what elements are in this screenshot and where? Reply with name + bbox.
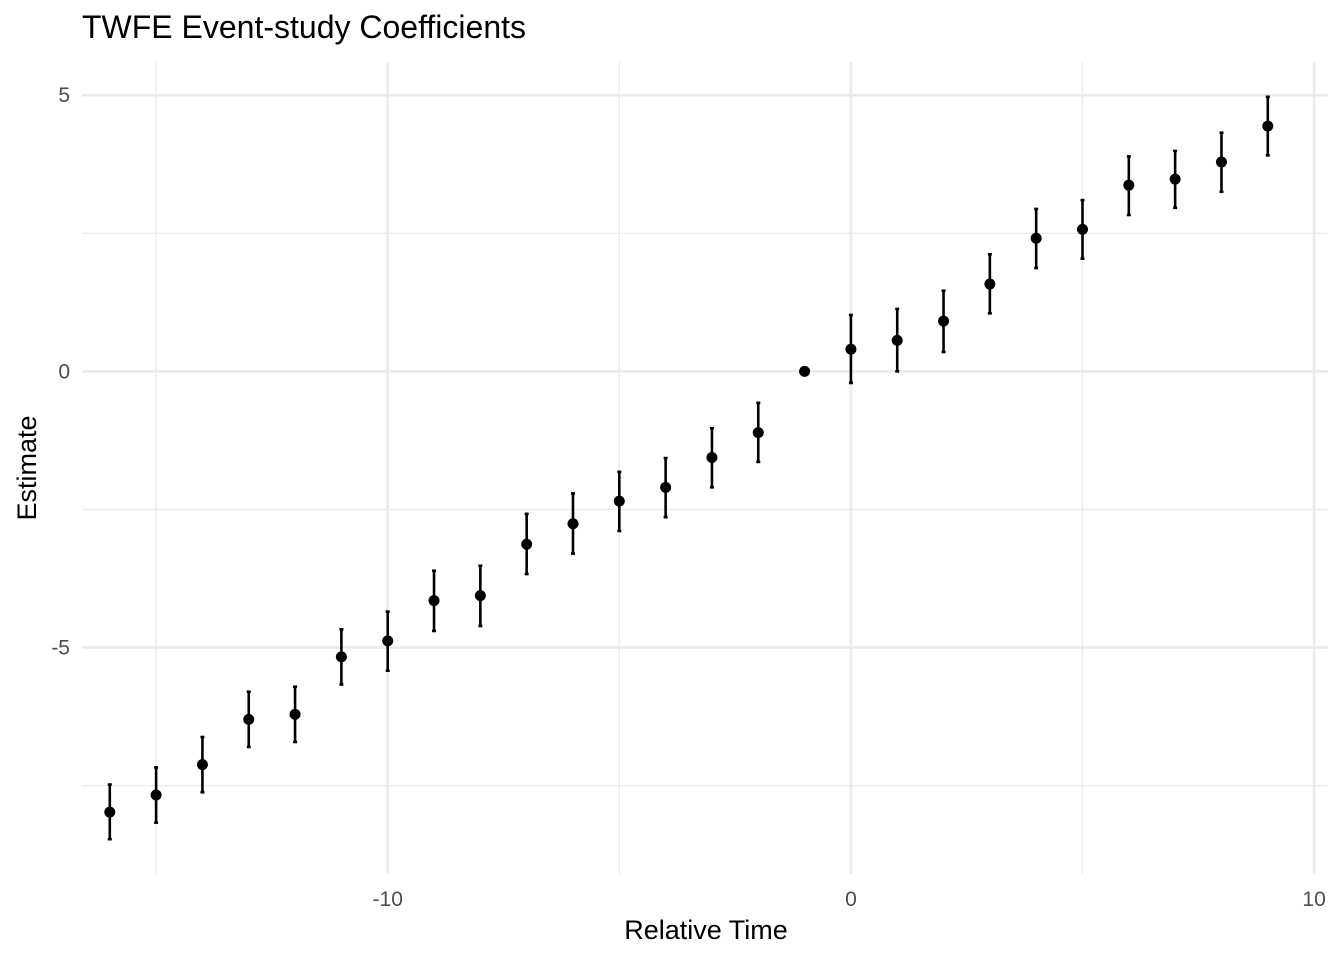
estimate-point	[752, 427, 764, 439]
estimate-point	[799, 365, 811, 377]
estimate-point	[706, 452, 718, 464]
y-axis-title: Estimate	[12, 415, 42, 520]
estimate-point	[474, 590, 486, 602]
chart-title: TWFE Event-study Coefficients	[82, 9, 526, 45]
estimate-point	[243, 713, 255, 725]
estimate-point	[104, 806, 116, 818]
estimate-point	[335, 651, 347, 663]
estimate-point	[1215, 156, 1227, 168]
estimate-point	[1077, 223, 1089, 235]
y-tick-label: 0	[58, 360, 70, 383]
estimate-point	[150, 789, 162, 801]
estimate-point	[196, 759, 208, 771]
tick-labels: -10 0 10 5 0 -5	[51, 84, 1325, 911]
y-tick-label: -5	[51, 637, 70, 660]
grid-layer	[82, 62, 1328, 874]
x-tick-label: 10	[1302, 888, 1325, 911]
estimate-point	[1169, 173, 1181, 185]
estimate-point	[613, 495, 625, 507]
y-tick-label: 5	[58, 84, 70, 107]
estimate-point	[891, 334, 903, 346]
estimate-point	[382, 635, 394, 647]
x-axis-title: Relative Time	[624, 915, 788, 945]
x-tick-label: 0	[845, 888, 857, 911]
estimate-point	[428, 595, 440, 607]
estimate-point	[984, 278, 996, 290]
error-bars	[107, 95, 1270, 841]
estimate-point	[845, 343, 857, 355]
estimate-point	[660, 481, 672, 493]
estimate-point	[521, 538, 533, 550]
estimate-point	[289, 708, 301, 720]
estimate-point	[567, 518, 579, 530]
estimate-point	[1123, 179, 1135, 191]
x-tick-label: -10	[373, 888, 403, 911]
estimate-point	[938, 315, 950, 327]
estimate-points	[104, 120, 1274, 818]
estimate-point	[1262, 120, 1274, 132]
estimate-point	[1030, 232, 1042, 244]
